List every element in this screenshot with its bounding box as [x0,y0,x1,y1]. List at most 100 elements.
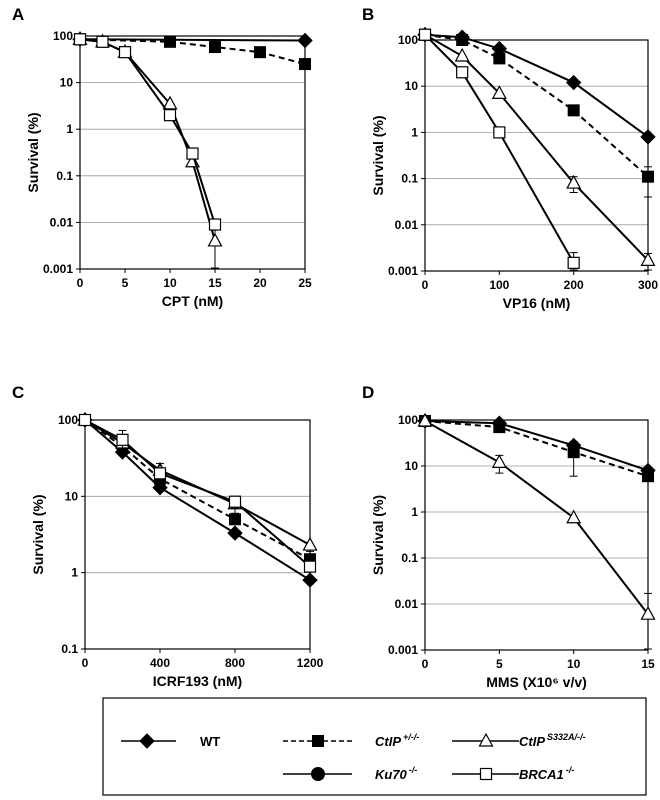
data-point-s332a [491,454,507,468]
series-line [424,420,649,472]
y-tick-label: 10 [65,489,79,503]
data-point-ctip [229,513,241,526]
y-tick-label: 10 [405,79,419,93]
panel-c: C 100 10 1 0.1 0 400 800 1200 ICRF193 (nM) Surviva… [12,383,324,689]
data-point-brca1 [493,126,506,139]
series-s332a [72,31,223,269]
data-point-s332a [566,509,582,524]
data-point-ctip [642,170,654,183]
data-point-brca1 [73,33,87,46]
x-tick-label: 1200 [297,656,324,670]
series-line [424,420,649,615]
data-point-ctip [456,34,469,46]
series-line [424,420,649,478]
x-axis-label: CPT (nM) [162,293,223,309]
series-s332a [417,412,656,650]
legend-item-s332a: CtIP S332A/-/- [452,732,586,749]
data-point-s332a [417,412,433,427]
x-tick-label: 5 [122,276,129,290]
data-point-s332a [640,605,656,620]
data-point-ctip [567,446,580,459]
data-point-ctip [209,41,221,54]
data-point-brca1 [118,46,132,59]
data-point-wt [227,525,243,541]
series-s332a [77,411,318,551]
legend-label-superscript: +/-/- [403,732,419,742]
y-axis-label: Survival (%) [30,494,46,574]
y-tick-label: 0.001 [43,262,73,276]
legend-item-brca1: BRCA1 -/- [452,765,574,782]
data-point-wt [640,129,656,145]
legend-label: CtIP S332A/-/- [519,732,586,749]
series-line [79,38,306,42]
legend-label: BRCA1 -/- [519,765,574,782]
series-line [79,38,216,242]
data-point-ctip [567,104,580,117]
legend-marker-ctip [312,735,324,747]
y-tick-label: 1 [71,566,78,580]
x-tick-label: 800 [225,656,245,670]
plot-frame [424,419,649,651]
y-tick-label: 0.1 [401,551,418,565]
panel-letter: C [12,383,24,402]
panel-d: D 100 10 1 0.1 0.01 0.001 0 5 10 15 MMS (X10⁶ v/v) S… [362,383,656,690]
legend-marker-s332a [478,732,494,747]
data-point-wt [302,572,318,588]
data-point-s332a [491,85,507,99]
series-line [424,33,649,178]
series-brca1 [73,33,222,231]
legend-marker-brca1 [479,767,493,781]
data-point-s332a [640,252,656,266]
legend-item-wt: WT [121,733,220,749]
data-point-ctip [493,421,506,434]
x-axis-label: MMS (X10⁶ v/v) [486,674,587,690]
x-tick-label: 10 [567,657,581,671]
panel-letter: A [12,5,24,24]
x-tick-label: 200 [564,278,584,292]
data-point-brca1 [303,560,317,573]
panel-b: B 100 10 1 0.1 0.01 0.001 0 100 200 300 VP16 (nM) Su… [362,5,658,311]
data-point-brca1 [418,28,432,41]
plot-frame [84,419,311,650]
x-tick-label: 20 [253,276,267,290]
data-point-brca1 [567,256,580,269]
legend-item-ku70: Ku70 -/- [283,765,417,782]
x-axis-label: VP16 (nM) [503,295,571,311]
data-point-brca1 [456,66,469,79]
y-tick-label: 0.1 [61,642,78,656]
series-line [79,38,306,66]
legend-label: CtIP +/-/- [375,732,419,749]
x-tick-label: 0 [77,276,84,290]
legend-item-ctip: CtIP +/-/- [283,732,419,749]
y-tick-label: 0.001 [388,643,418,657]
x-tick-label: 100 [489,278,509,292]
x-tick-label: 25 [298,276,312,290]
panel-letter: B [362,5,374,24]
x-tick-label: 0 [82,656,89,670]
legend-label-text: Ku70 [375,767,408,782]
plot-frame [424,39,649,272]
data-point-ctip [299,58,311,71]
legend-label-superscript: S332A/-/- [547,732,586,742]
y-tick-label: 100 [398,33,418,47]
panel-letter: D [362,383,374,402]
x-tick-label: 0 [422,278,429,292]
y-tick-label: 0.001 [388,264,418,278]
series-ctip [419,28,654,198]
y-tick-label: 10 [405,459,419,473]
legend-label-superscript: -/- [409,765,418,775]
data-point-s332a [207,232,223,247]
series-wt [77,412,318,588]
series-brca1 [78,413,317,573]
x-tick-label: 15 [208,276,222,290]
y-axis-label: Survival (%) [25,112,41,192]
series-line [79,38,216,225]
y-tick-label: 1 [411,505,418,519]
y-tick-label: 1 [411,125,418,139]
legend-label-superscript: -/- [566,765,575,775]
x-tick-label: 300 [638,278,658,292]
y-tick-label: 0.01 [50,215,74,229]
data-point-wt [565,74,582,91]
data-point-s332a [302,536,318,551]
